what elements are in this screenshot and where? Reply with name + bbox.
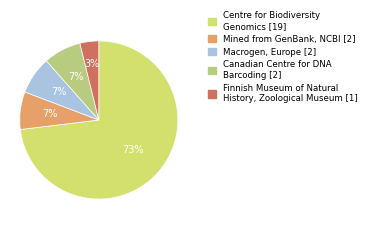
Wedge shape — [20, 92, 99, 130]
Wedge shape — [80, 41, 99, 120]
Legend: Centre for Biodiversity
Genomics [19], Mined from GenBank, NCBI [2], Macrogen, E: Centre for Biodiversity Genomics [19], M… — [206, 10, 359, 105]
Text: 3%: 3% — [84, 59, 100, 68]
Wedge shape — [46, 43, 99, 120]
Text: 7%: 7% — [68, 72, 84, 82]
Text: 73%: 73% — [122, 145, 144, 155]
Wedge shape — [21, 41, 178, 199]
Text: 7%: 7% — [43, 109, 58, 119]
Wedge shape — [25, 61, 99, 120]
Text: 7%: 7% — [51, 87, 66, 97]
